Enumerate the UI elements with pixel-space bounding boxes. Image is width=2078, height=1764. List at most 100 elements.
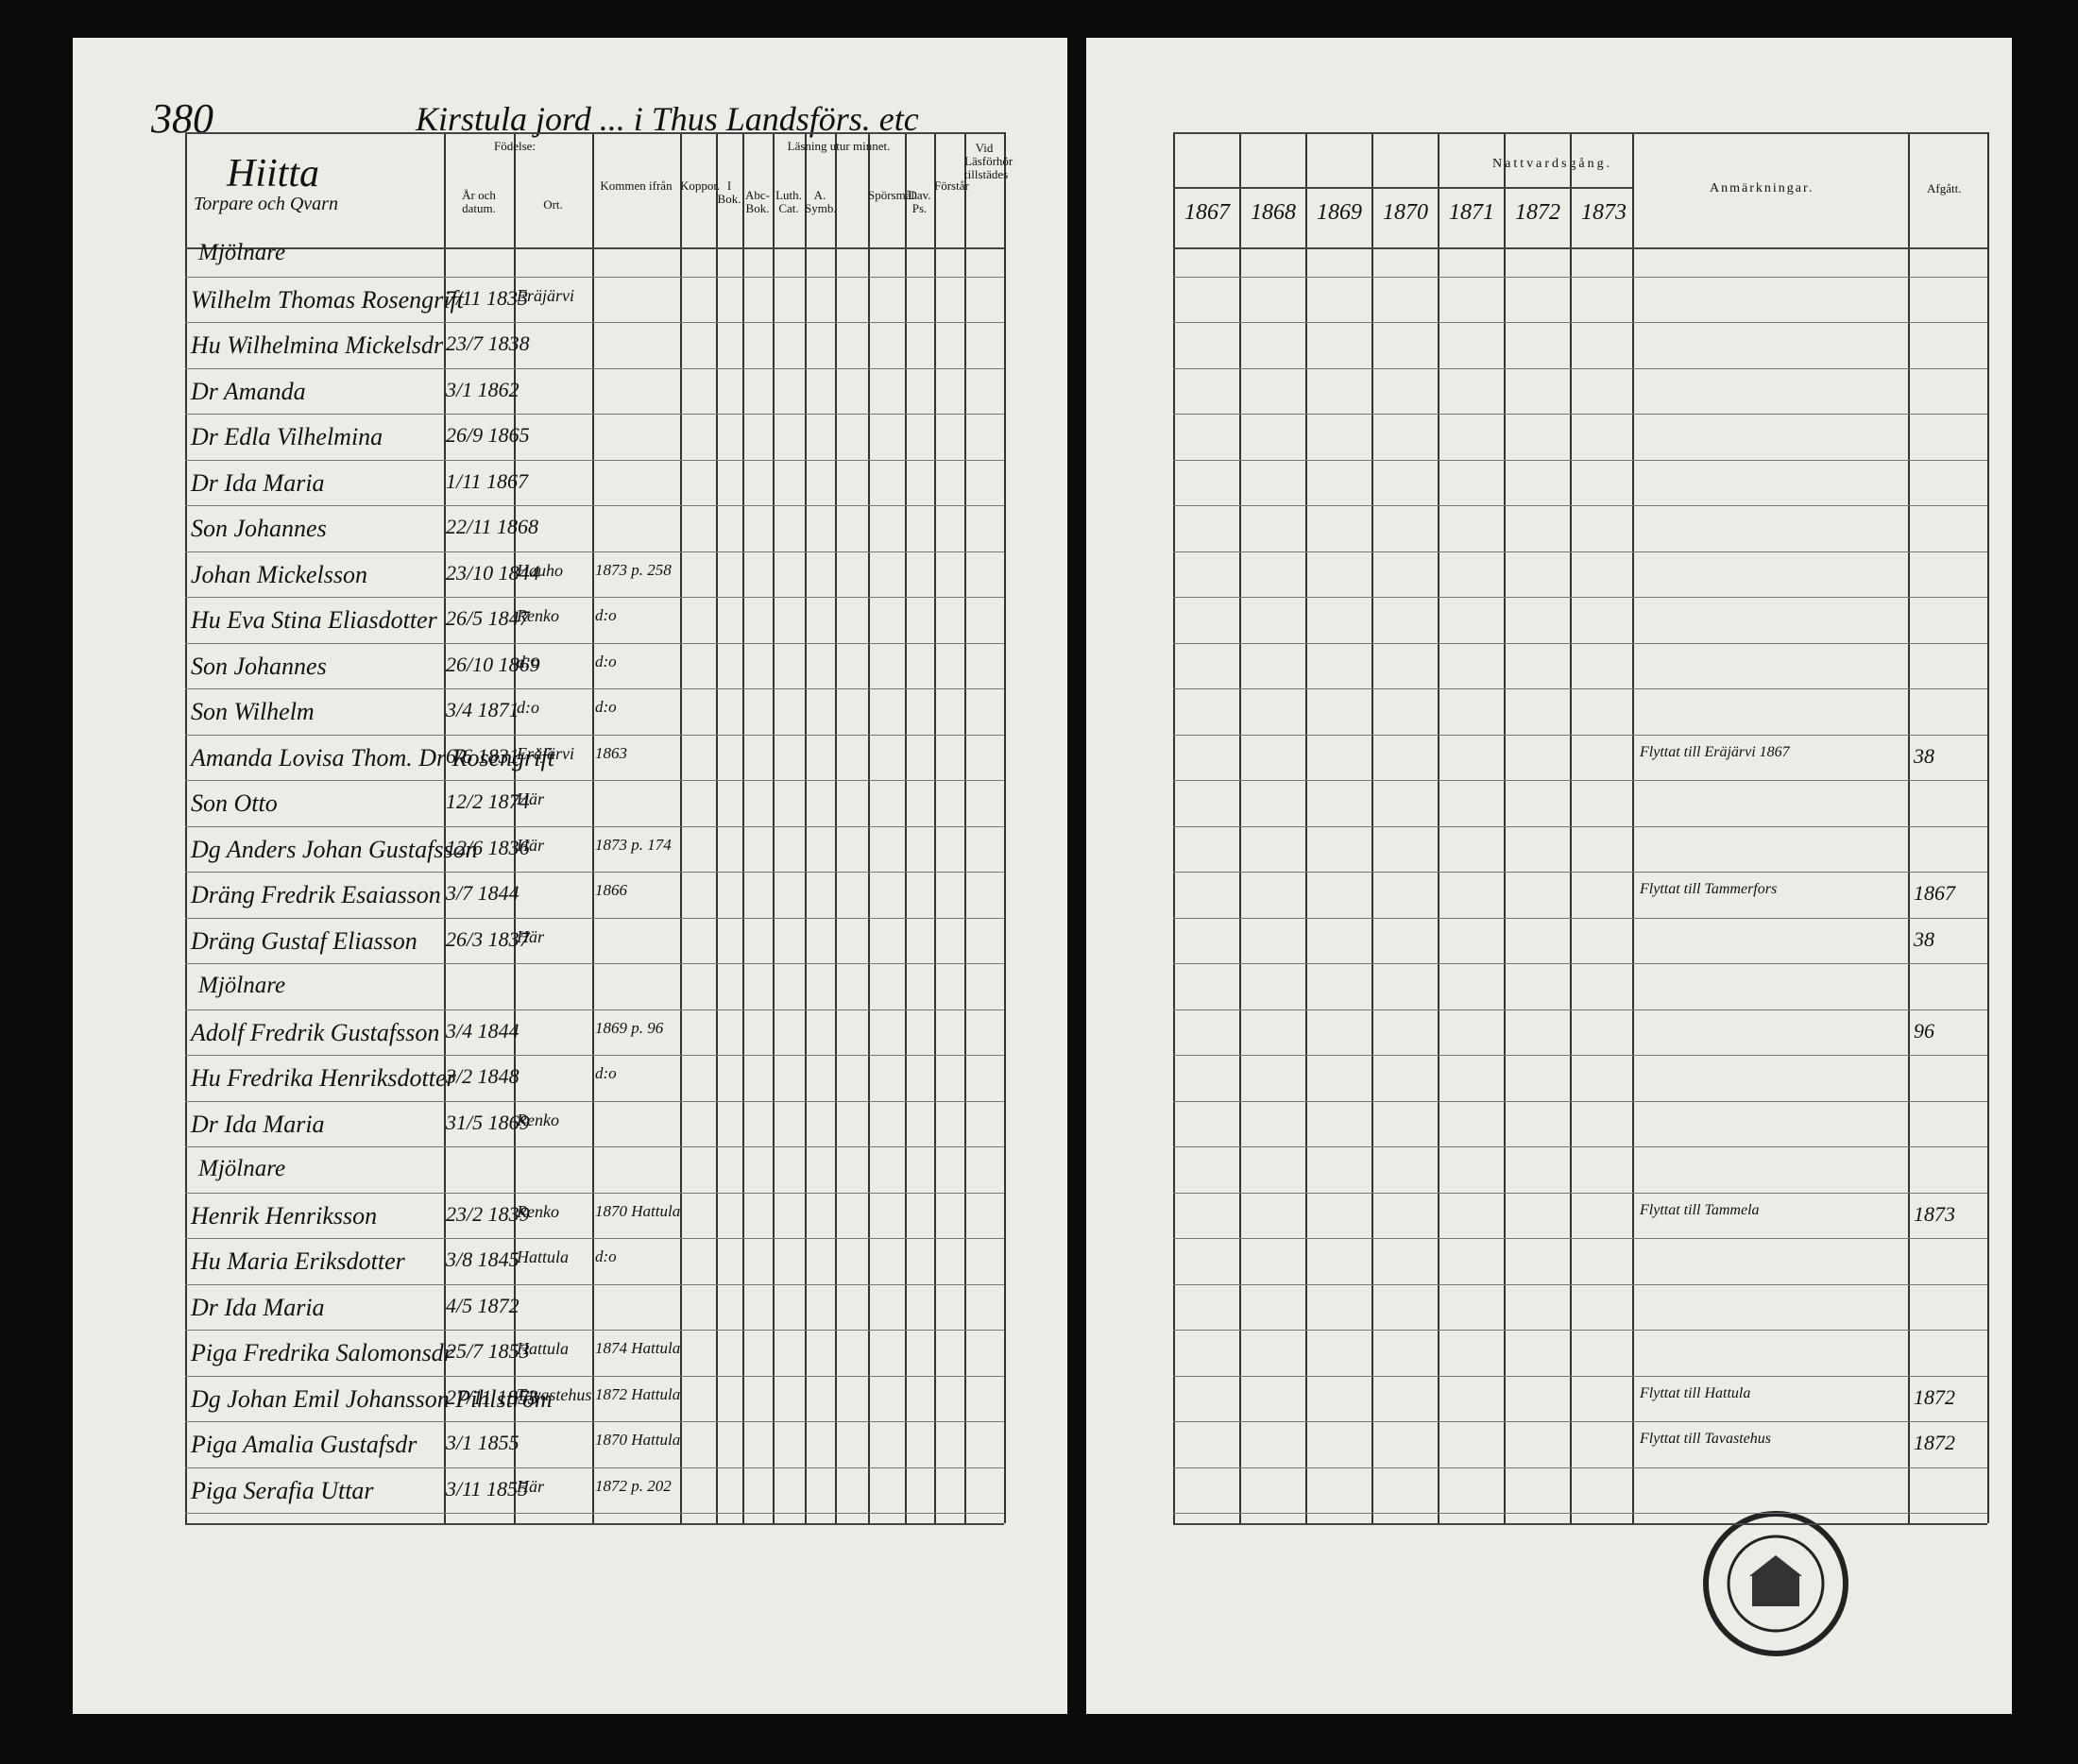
- row-rule: [185, 1467, 1004, 1468]
- communion-header: Nattvardsgång.: [1492, 157, 1613, 171]
- rule-bottom: [185, 1523, 1004, 1525]
- remark: Flyttat till Tammerfors: [1640, 881, 1778, 897]
- row-rule: [185, 597, 1004, 598]
- birth-date: 3/1 1855: [446, 1431, 520, 1454]
- departed: 1873: [1914, 1201, 1955, 1226]
- rule-vertical: [868, 132, 870, 1523]
- left-page: [73, 38, 1067, 1714]
- rule-vertical: [1239, 132, 1241, 1523]
- came-from: d:o: [595, 652, 617, 670]
- birth-date: 7/11 1833: [446, 285, 528, 310]
- came-from: 1873 p. 174: [595, 835, 672, 854]
- row-rule: [185, 1375, 1004, 1377]
- resident-name: Johan Mickelsson: [191, 560, 368, 588]
- row-rule: [1173, 1192, 1987, 1194]
- birth-date: 22/11 1868: [446, 515, 538, 538]
- rule-vertical: [1173, 132, 1175, 1523]
- resident-name: Dräng Gustaf Eliasson: [191, 926, 417, 955]
- rule-vertical: [514, 132, 516, 1523]
- birth-date: 26/9 1865: [446, 423, 530, 447]
- birthplace: Renko: [517, 1201, 559, 1221]
- row-rule: [1173, 825, 1987, 827]
- rule-vertical: [1305, 132, 1307, 1523]
- rule-vertical: [444, 132, 446, 1523]
- column-header: Abc-Bok.: [745, 188, 770, 215]
- page-number: 380: [151, 95, 213, 142]
- resident-name: Son Johannes: [191, 652, 327, 680]
- remark: Flyttat till Eräjärvi 1867: [1640, 743, 1790, 760]
- row-rule: [185, 1100, 1004, 1102]
- came-from: 1873 p. 258: [595, 560, 672, 579]
- row-rule: [185, 1283, 1004, 1285]
- came-from: 1863: [595, 743, 627, 762]
- row-rule: [1173, 459, 1987, 461]
- column-header: År och datum.: [462, 188, 496, 215]
- section-label: Mjölnare: [198, 1156, 286, 1181]
- rule-vertical: [773, 132, 775, 1523]
- row-rule: [185, 917, 1004, 919]
- rule-top: [185, 132, 1004, 134]
- communion-year: 1873: [1581, 200, 1627, 225]
- row-rule: [1173, 963, 1987, 964]
- came-from: d:o: [595, 606, 617, 624]
- row-rule: [1173, 1330, 1987, 1331]
- departed: 1872: [1914, 1384, 1955, 1409]
- communion-year: 1871: [1449, 200, 1494, 225]
- came-from: 1870 Hattula: [595, 1431, 681, 1449]
- communion-year: 1868: [1251, 200, 1296, 225]
- right-page: [1086, 38, 2012, 1714]
- row-rule: [1173, 597, 1987, 598]
- rule-bottom: [1173, 1523, 1987, 1525]
- column-header: Ort.: [543, 197, 563, 212]
- birthplace: Renko: [517, 606, 559, 625]
- row-rule: [1173, 688, 1987, 689]
- communion-year: 1870: [1383, 200, 1428, 225]
- rule-vertical: [1987, 132, 1989, 1523]
- resident-name: Wilhelm Thomas Rosengrift: [191, 285, 464, 314]
- resident-name: Son Wilhelm: [191, 698, 315, 725]
- resident-name: Dr Ida Maria: [191, 1110, 325, 1138]
- rule-vertical: [1908, 132, 1910, 1523]
- birth-date: 3/2 1848: [446, 1064, 520, 1088]
- row-rule: [1173, 1100, 1987, 1102]
- remarks-header: Anmärkningar.: [1710, 181, 1814, 195]
- column-header: Läsning utur minnet.: [787, 139, 891, 153]
- came-from: 1872 p. 202: [595, 1476, 672, 1495]
- row-rule: [185, 1146, 1004, 1147]
- birth-date: 26/10 1869: [446, 652, 540, 676]
- resident-name: Dg Johan Emil Johansson Pihlström: [191, 1384, 553, 1413]
- row-rule: [1173, 734, 1987, 736]
- resident-name: Dg Anders Johan Gustafsson: [191, 835, 478, 863]
- place: Hiitta: [227, 152, 320, 195]
- row-rule: [1173, 872, 1987, 873]
- row-rule: [185, 1192, 1004, 1194]
- birth-date: 4/5 1872: [446, 1293, 520, 1317]
- birth-date: 3/4 1871: [446, 698, 520, 721]
- birthplace: Här: [517, 926, 545, 946]
- resident-name: Dr Amanda: [191, 377, 306, 405]
- row-rule: [185, 505, 1004, 506]
- rule-vertical: [1371, 132, 1373, 1523]
- birth-date: 27/11 1853: [446, 1384, 538, 1409]
- column-header: Dav. Ps.: [908, 188, 931, 215]
- rule-vertical: [716, 132, 718, 1523]
- communion-year: 1872: [1515, 200, 1560, 225]
- row-rule: [185, 551, 1004, 552]
- rule-vertical: [1570, 132, 1572, 1523]
- row-rule: [1173, 1055, 1987, 1056]
- heading: Kirstula jord ... i Thus Landsförs. etc: [416, 100, 919, 138]
- birth-date: 3/11 1855: [446, 1476, 528, 1501]
- resident-name: Dr Ida Maria: [191, 468, 325, 497]
- row-rule: [1173, 1009, 1987, 1010]
- rule-vertical: [805, 132, 807, 1523]
- birthplace: Eräjärvi: [517, 743, 574, 763]
- birthplace: Hattula: [517, 1339, 570, 1358]
- departed: 96: [1914, 1018, 1934, 1043]
- birth-date: 23/10 1844: [446, 560, 540, 585]
- remark: Flyttat till Tavastehus: [1640, 1431, 1771, 1447]
- rule-year: [1173, 187, 1632, 189]
- rule-vertical: [1504, 132, 1506, 1523]
- communion-year: 1867: [1184, 200, 1230, 225]
- departed: 1867: [1914, 881, 1955, 905]
